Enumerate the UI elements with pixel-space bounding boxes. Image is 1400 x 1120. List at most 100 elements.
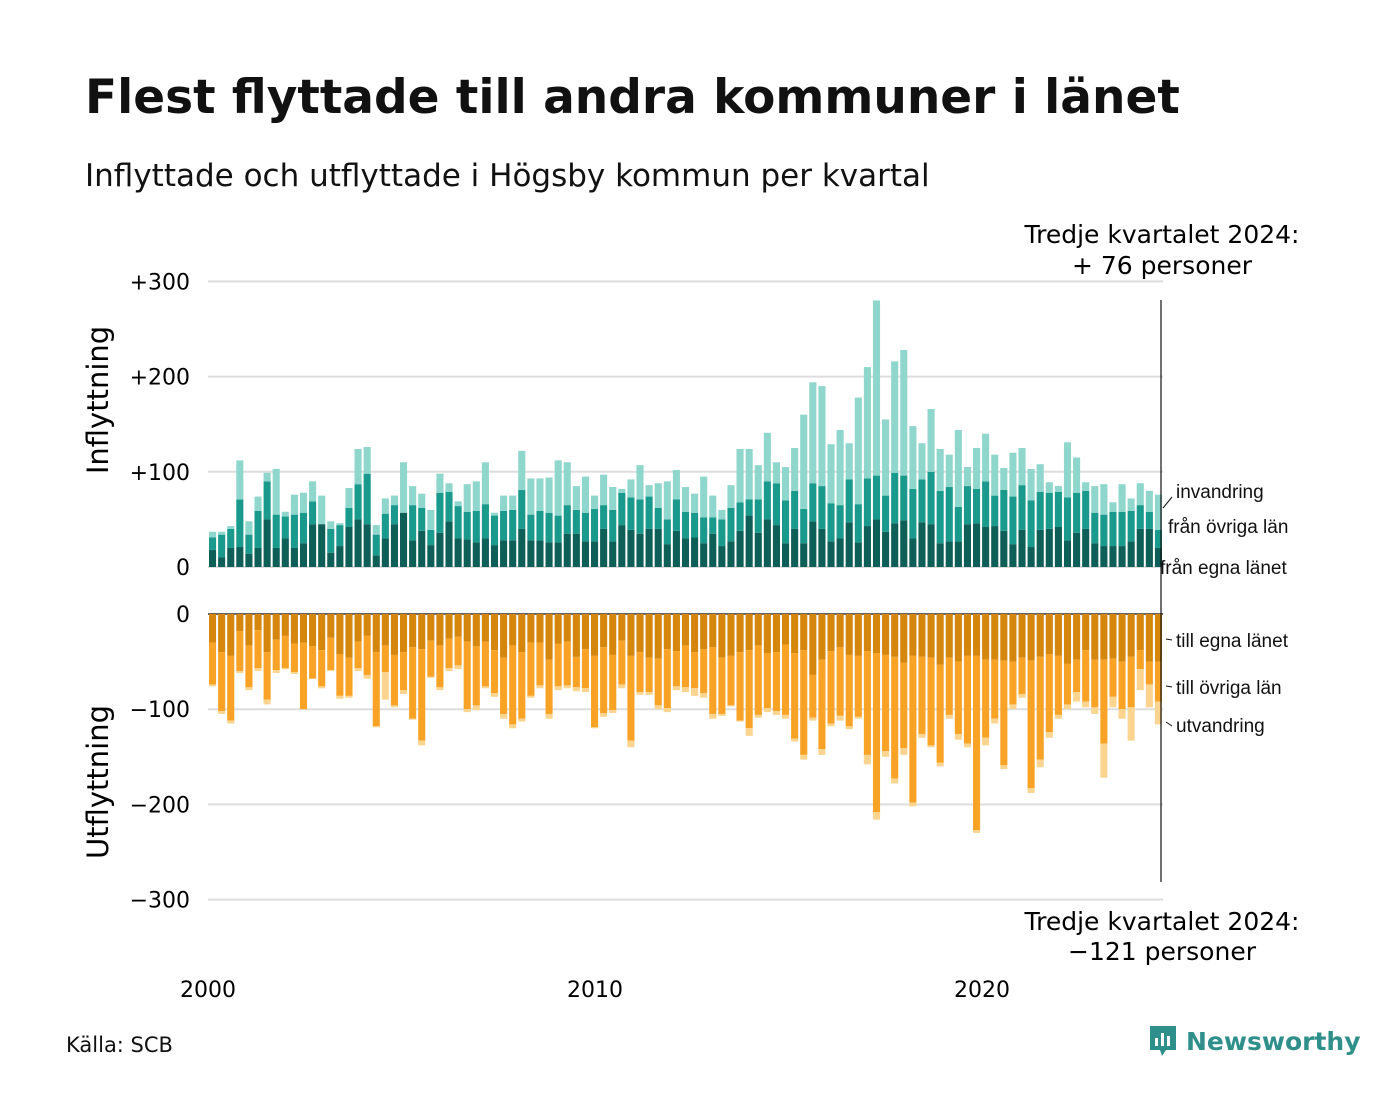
- outflow-bar-utvandring: [600, 713, 608, 717]
- outflow-bar-utvandring: [272, 670, 280, 674]
- outflow-bar-egna: [445, 614, 453, 639]
- inflow-bar-egna: [1118, 546, 1126, 567]
- inflow-bar-egna: [254, 547, 262, 567]
- outflow-bar-utvandring: [545, 713, 553, 719]
- inflow-bar-ovriga: [418, 507, 426, 531]
- legend-fran-egna-lanet: från egna länet: [1160, 558, 1287, 579]
- outflow-bar-egna: [427, 614, 435, 641]
- top-y-tick-label: +300: [130, 270, 190, 295]
- outflow-bar-ovriga: [609, 654, 617, 711]
- axes: 0 +100 +200 +300 0 −100 −200 −300 2000 2010 2020: [130, 270, 1010, 1003]
- outflow-bar-utvandring: [909, 802, 917, 807]
- inflow-bar-ovriga: [209, 537, 217, 550]
- inflow-bar-egna: [372, 555, 380, 567]
- outflow-bar-utvandring: [663, 708, 671, 713]
- leader-till-egna: [1165, 638, 1173, 641]
- inflow-bar-invandring: [554, 460, 562, 516]
- inflow-bar-egna: [627, 529, 635, 567]
- outflow-bar-ovriga: [281, 635, 289, 669]
- inflow-bar-invandring: [509, 495, 517, 510]
- outflow-bar-egna: [581, 614, 589, 650]
- outflow-bar-egna: [691, 614, 699, 653]
- inflow-bar-egna: [1154, 547, 1162, 567]
- newsworthy-logo[interactable]: Newsworthy: [1148, 1024, 1361, 1058]
- outflow-bar-utvandring: [1063, 704, 1072, 710]
- inflow-bar-egna: [836, 538, 844, 567]
- inflow-bar-invandring: [1018, 448, 1026, 486]
- inflow-bar-egna: [827, 541, 835, 567]
- outflow-bar-ovriga: [809, 674, 817, 718]
- inflow-bar-ovriga: [736, 502, 744, 531]
- inflow-bar-invandring: [1036, 464, 1044, 492]
- outflow-bar-utvandring: [318, 686, 326, 689]
- outflow-bar-utvandring: [882, 751, 890, 757]
- outflow-bar-utvandring: [1100, 743, 1108, 778]
- outflow-bar-ovriga: [736, 652, 744, 721]
- inflow-bar-invandring: [718, 509, 726, 520]
- outflow-bar-ovriga: [863, 651, 871, 755]
- inflow-bar-ovriga: [945, 487, 953, 542]
- outflow-bar-egna: [336, 614, 344, 654]
- outflow-bar-ovriga: [309, 646, 317, 679]
- outflow-bar-utvandring: [936, 762, 944, 767]
- inflow-bar-invandring: [836, 429, 844, 506]
- outflow-bar-utvandring: [791, 738, 799, 742]
- inflow-bar-ovriga: [536, 510, 544, 541]
- inflow-bar-egna: [945, 541, 953, 567]
- inflow-bar-invandring: [1136, 483, 1144, 506]
- inflow-bar-invandring: [663, 481, 671, 520]
- inflow-bar-egna: [1073, 532, 1081, 567]
- inflow-bar-invandring: [827, 444, 835, 504]
- inflow-bar-invandring: [445, 483, 453, 492]
- outflow-bar-ovriga: [954, 661, 962, 734]
- inflow-bar-egna: [500, 540, 508, 567]
- legend-till-egna-lanet: till egna länet: [1176, 631, 1289, 652]
- outflow-bar-egna: [418, 614, 426, 650]
- inflow-bar-egna: [854, 542, 862, 567]
- outflow-bar-utvandring: [227, 720, 235, 724]
- inflow-bar-invandring: [1082, 482, 1090, 491]
- inflow-bar-egna: [681, 538, 690, 567]
- outflow-bar-egna: [772, 614, 780, 653]
- outflow-bar-egna: [1009, 614, 1017, 662]
- inflow-bar-ovriga: [663, 519, 671, 545]
- inflow-bar-invandring: [645, 485, 653, 497]
- inflow-bar-invandring: [345, 487, 353, 508]
- inflow-bar-invandring: [745, 448, 753, 500]
- outflow-bar-utvandring: [436, 687, 444, 691]
- outflow-bar-ovriga: [581, 649, 589, 689]
- outflow-bar-utvandring: [372, 726, 380, 728]
- inflow-bar-egna: [782, 543, 790, 567]
- outflow-bar-utvandring: [1082, 701, 1090, 708]
- inflow-bar-egna: [882, 531, 890, 567]
- inflow-bar-egna: [1100, 546, 1108, 567]
- inflow-bar-egna: [1082, 528, 1090, 567]
- inflow-bar-egna: [318, 524, 326, 567]
- outflow-bar-utvandring: [718, 713, 726, 716]
- outflow-bar-egna: [1145, 614, 1153, 662]
- inflow-bar-ovriga: [445, 491, 453, 522]
- inflow-bar-ovriga: [1127, 510, 1135, 542]
- outflow-bar-utvandring: [518, 718, 526, 722]
- inflow-bar-invandring: [481, 462, 489, 505]
- outflow-bar-egna: [954, 614, 962, 662]
- outflow-bar-utvandring: [900, 748, 908, 755]
- outflow-bar-utvandring: [918, 733, 926, 738]
- outflow-bar-egna: [345, 614, 353, 658]
- outflow-bar-egna: [254, 614, 262, 631]
- outflow-bar-utvandring: [1091, 707, 1099, 714]
- outflow-bar-ovriga: [691, 652, 699, 689]
- outflow-bar-ovriga: [791, 653, 799, 739]
- inflow-bar-invandring: [727, 485, 735, 508]
- outflow-bar-ovriga: [991, 659, 999, 719]
- legend-till-ovriga-lan: till övriga län: [1176, 678, 1282, 699]
- inflow-bar-egna: [1054, 527, 1062, 567]
- inflow-bar-egna: [600, 528, 608, 567]
- outflow-bar-egna: [281, 614, 289, 636]
- inflow-bar-invandring: [263, 472, 271, 482]
- inflow-bar-ovriga: [973, 488, 981, 524]
- outflow-bar-ovriga: [627, 655, 635, 741]
- outflow-bar-ovriga: [490, 650, 499, 694]
- inflow-bar-invandring: [782, 467, 790, 501]
- inflow-bar-egna: [809, 521, 817, 567]
